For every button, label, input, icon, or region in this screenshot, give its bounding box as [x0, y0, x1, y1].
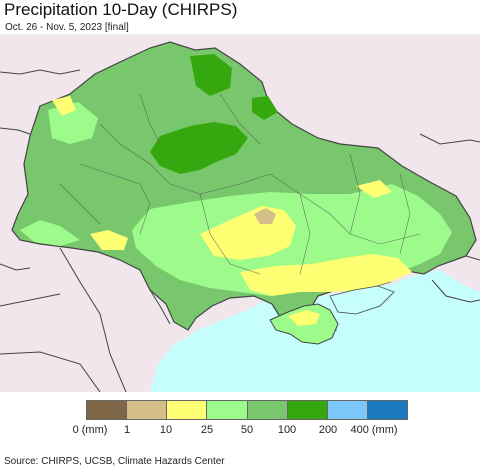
- map-title: Precipitation 10-Day (CHIRPS): [4, 0, 238, 19]
- precip-zone-dark-green-2: [190, 54, 232, 96]
- legend-tick-label: 10: [159, 424, 173, 436]
- legend-swatch-0-1: [87, 401, 128, 419]
- legend-swatch-50-100: [247, 401, 288, 419]
- map-subtitle: Oct. 26 - Nov. 5, 2023 [final]: [5, 22, 129, 33]
- oblast-borders: [59, 93, 421, 275]
- legend-tick-label: 0 (mm): [72, 424, 108, 436]
- precip-zone-light-green-3: [20, 220, 80, 246]
- legend-swatch-100-200: [287, 401, 328, 419]
- legend-swatch-25-50: [207, 401, 248, 419]
- precipitation-map: [0, 34, 480, 392]
- neighbor-borders: [0, 69, 480, 392]
- precip-zone-yellow-5: [356, 180, 392, 198]
- legend-swatch-1-10: [127, 401, 168, 419]
- sea-of-azov: [329, 285, 395, 315]
- legend-tick-label: 100: [277, 424, 297, 436]
- legend-swatch-400-plus: [367, 401, 407, 419]
- precip-zone-dark-green-3: [252, 96, 278, 120]
- legend-swatch-10-25: [167, 401, 208, 419]
- legend-swatch-200-400: [327, 401, 368, 419]
- legend-ticks: 0 (mm) 1 10 25 50 100 200 400 (mm): [0, 424, 480, 438]
- legend-tick-label: 25: [200, 424, 214, 436]
- precip-zone-yellow-2: [240, 254, 412, 296]
- legend-tick-label: 50: [240, 424, 254, 436]
- precip-zone-yellow-3: [90, 230, 128, 250]
- legend-tick-label: 1: [123, 424, 131, 436]
- crimea-yellow: [288, 310, 320, 326]
- legend-tick-label: 400 (mm): [350, 424, 398, 436]
- legend-bar: [86, 400, 408, 420]
- precip-zone-yellow-4: [52, 96, 76, 116]
- precip-zone-tan: [254, 208, 276, 224]
- source-credit: Source: CHIRPS, UCSB, Climate Hazards Ce…: [4, 456, 225, 467]
- legend-tick-label: 200: [318, 424, 338, 436]
- precip-zone-dark-green: [150, 122, 248, 174]
